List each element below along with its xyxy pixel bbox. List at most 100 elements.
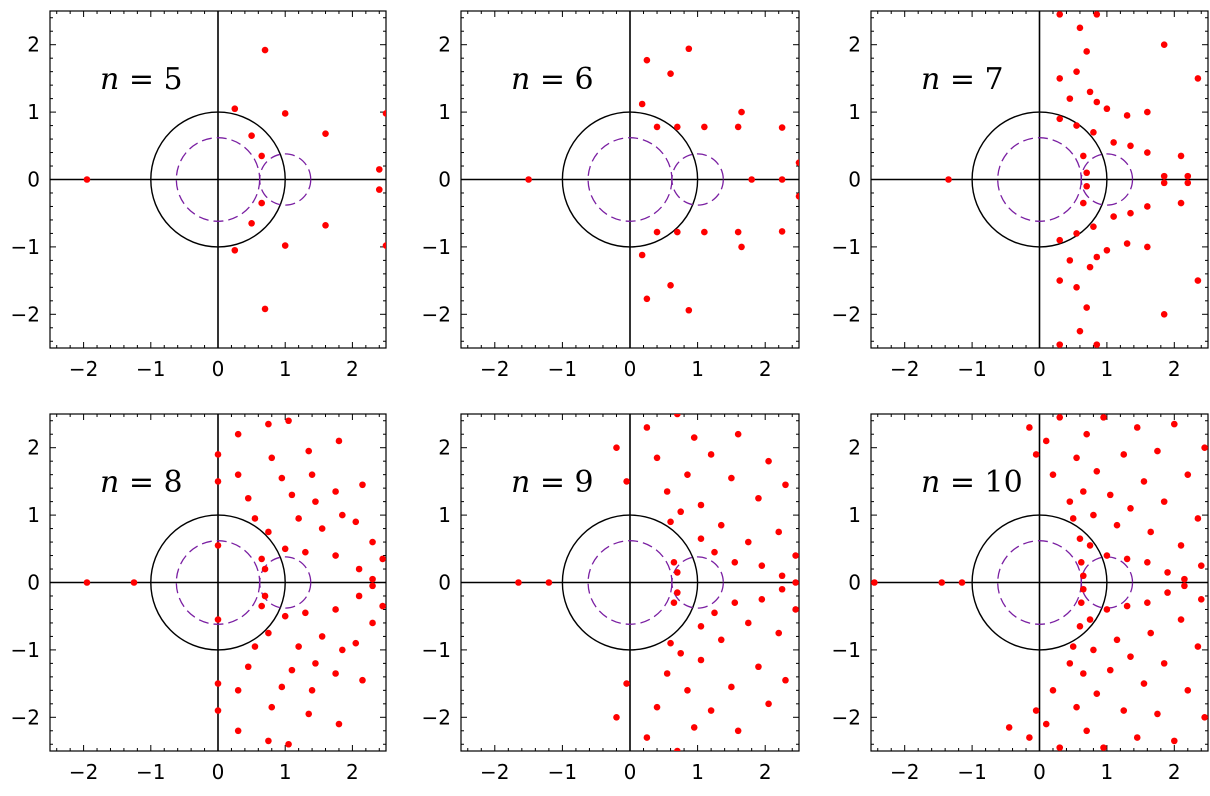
data-point (231, 105, 239, 113)
data-point (871, 579, 878, 586)
data-point (792, 606, 799, 613)
x-tick-label: −1 (136, 760, 165, 784)
data-point (1080, 670, 1087, 677)
data-point (352, 518, 360, 526)
x-tick-label: 1 (691, 760, 704, 784)
panel-label-op: = (530, 62, 574, 97)
y-tick-label: 1 (848, 503, 861, 527)
y-tick-label: −1 (832, 235, 861, 259)
data-point (1160, 660, 1168, 667)
data-point (697, 501, 705, 509)
data-point (775, 528, 783, 536)
data-point (214, 478, 222, 485)
x-tick-label: 0 (624, 357, 637, 381)
data-point (1106, 666, 1114, 674)
data-point (379, 555, 386, 563)
data-point (1090, 223, 1097, 230)
x-tick-label: −1 (957, 357, 986, 381)
data-point (778, 228, 786, 235)
data-point (285, 740, 292, 748)
data-point (332, 488, 339, 495)
panel-5: −2 −1 0 1 2 −2 −1 0 1 2 n = 9 (422, 413, 800, 784)
data-point (674, 569, 681, 576)
data-point (1160, 498, 1168, 505)
data-point (308, 471, 316, 478)
data-point (643, 56, 651, 64)
data-point (312, 498, 319, 505)
panel-label: n = 5 (100, 62, 183, 97)
dashed-circle-2 (1080, 153, 1134, 206)
data-point (322, 130, 329, 137)
data-point (1127, 505, 1134, 512)
x-tick-label: −2 (480, 357, 509, 381)
data-point (1077, 558, 1085, 566)
data-point (302, 609, 309, 617)
data-point (369, 575, 376, 583)
x-tick-label: −2 (69, 760, 98, 784)
y-tick-label: 1 (438, 100, 451, 124)
data-point (701, 228, 708, 236)
data-point (1093, 690, 1101, 698)
data-point (1080, 572, 1087, 580)
data-point (248, 132, 255, 139)
data-point (1083, 430, 1090, 438)
x-tick-label: 1 (1101, 760, 1114, 784)
y-tick-label: 2 (848, 436, 861, 460)
data-point (1032, 707, 1040, 714)
data-point (332, 552, 339, 559)
data-point (717, 636, 725, 644)
data-point (685, 306, 693, 314)
data-point (778, 124, 786, 131)
panel-label-op: = (119, 465, 163, 500)
data-point (690, 724, 698, 731)
data-point (335, 720, 343, 728)
data-point (1113, 636, 1121, 644)
y-tick-label: −2 (422, 705, 451, 729)
panel-label-var: n (921, 62, 940, 97)
data-point (734, 228, 742, 236)
y-tick-label: −2 (11, 705, 40, 729)
data-point (685, 45, 693, 53)
data-point (214, 680, 222, 687)
y-tick-label: −1 (422, 235, 451, 259)
panel-6: −2 −1 0 1 2 −2 −1 0 1 2 n = 10 (832, 413, 1209, 784)
panel-label-op: = (119, 62, 163, 97)
data-point (234, 430, 242, 438)
x-tick-label: 2 (1168, 357, 1181, 381)
y-tick-label: −1 (422, 638, 451, 662)
panel-label-value: 8 (164, 465, 183, 500)
data-point (382, 242, 386, 249)
data-point (1144, 558, 1151, 566)
y-tick-label: −2 (832, 302, 861, 326)
data-point (1056, 414, 1064, 421)
x-tick-label: 0 (212, 760, 225, 784)
data-point (734, 123, 742, 131)
tick-marks (50, 414, 386, 751)
panel-label: n = 7 (921, 62, 1004, 97)
data-point (755, 663, 762, 671)
data-point (653, 703, 661, 711)
y-tick-label: 1 (438, 503, 451, 527)
data-point (258, 152, 265, 160)
data-point (643, 424, 651, 431)
data-point (782, 676, 789, 684)
data-point (369, 619, 376, 627)
data-point (258, 555, 265, 563)
data-point (717, 521, 725, 529)
data-point (1069, 643, 1077, 650)
panel-label-op: = (530, 465, 574, 500)
data-point (1123, 555, 1131, 563)
data-point (234, 687, 242, 694)
data-point (268, 703, 276, 711)
data-point (281, 612, 289, 620)
panel-label-value: 9 (575, 465, 594, 500)
data-point (731, 558, 739, 566)
data-point (1127, 209, 1134, 217)
data-point (731, 599, 739, 607)
data-point (382, 110, 386, 117)
x-tick-label: 2 (759, 357, 772, 381)
data-point (1090, 129, 1097, 136)
data-point (697, 656, 705, 664)
data-point (1197, 562, 1205, 569)
tick-marks (461, 11, 799, 348)
